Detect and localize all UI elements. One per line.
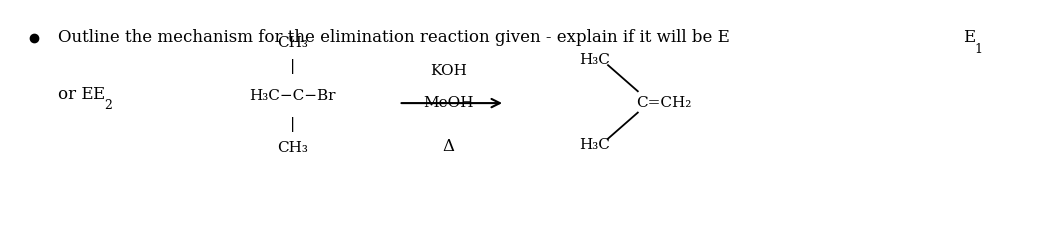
Text: H₃C: H₃C (579, 137, 610, 152)
Text: or E: or E (58, 86, 95, 103)
Text: Outline the mechanism for the elimination reaction given - explain if it will be: Outline the mechanism for the eliminatio… (58, 29, 730, 46)
Text: Δ: Δ (442, 138, 455, 155)
Text: |: | (290, 117, 294, 132)
Text: MeOH: MeOH (423, 96, 474, 110)
Text: KOH: KOH (431, 64, 467, 78)
Text: C=CH₂: C=CH₂ (636, 96, 691, 110)
Text: H₃C: H₃C (579, 53, 610, 68)
Text: H₃C−C−Br: H₃C−C−Br (249, 89, 336, 103)
Text: E: E (963, 29, 976, 46)
Text: 2: 2 (104, 99, 112, 112)
Text: CH₃: CH₃ (276, 141, 308, 155)
Text: |: | (290, 59, 294, 74)
Text: 1: 1 (975, 43, 983, 56)
Text: E: E (92, 86, 105, 103)
Text: CH₃: CH₃ (276, 36, 308, 50)
